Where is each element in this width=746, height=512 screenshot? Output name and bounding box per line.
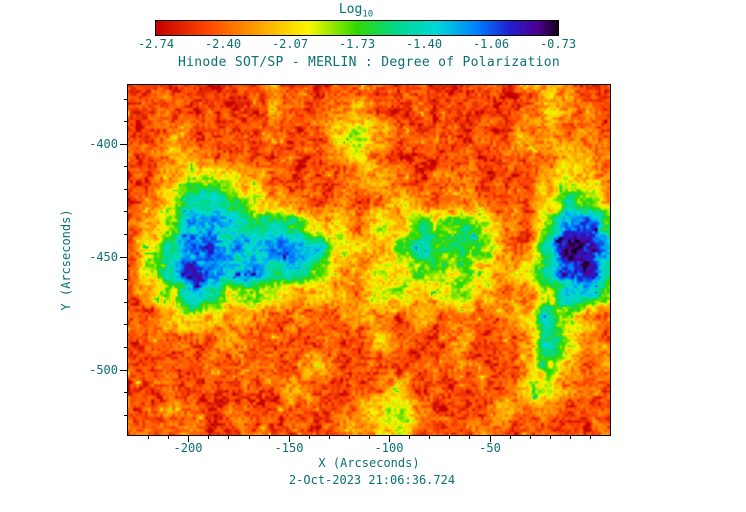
colorbar-tick-label: -2.07	[271, 37, 309, 51]
colorbar-title-main: Log	[338, 2, 363, 17]
y-axis-minor-tick	[124, 279, 127, 280]
y-axis-minor-tick	[124, 166, 127, 167]
y-axis-minor-tick	[124, 211, 127, 212]
y-axis-tick-label: -400	[89, 137, 118, 151]
y-axis-minor-tick	[124, 121, 127, 122]
y-axis-minor-tick	[124, 324, 127, 325]
x-axis-major-tick	[490, 436, 491, 442]
colorbar-tick-label: -2.40	[204, 37, 242, 51]
y-axis-minor-tick	[124, 302, 127, 303]
x-axis-minor-tick	[409, 436, 410, 439]
colorbar-tick-label: -1.73	[338, 37, 376, 51]
y-axis-tick-label: -500	[89, 363, 118, 377]
y-axis-major-tick	[120, 370, 127, 371]
y-axis-minor-tick	[124, 392, 127, 393]
heatmap-canvas	[128, 85, 610, 435]
y-axis-minor-tick	[124, 234, 127, 235]
x-axis-minor-tick	[269, 436, 270, 439]
x-axis-minor-tick	[510, 436, 511, 439]
x-axis-minor-tick	[228, 436, 229, 439]
colorbar-tick-label: -1.40	[405, 37, 443, 51]
x-axis-minor-tick	[309, 436, 310, 439]
x-axis-tick-label: -150	[274, 441, 304, 455]
y-axis-major-tick	[120, 257, 127, 258]
x-axis-minor-tick	[249, 436, 250, 439]
x-axis-minor-tick	[329, 436, 330, 439]
x-axis-minor-tick	[449, 436, 450, 439]
y-axis-tick-label: -450	[89, 250, 118, 264]
colorbar-title-sub: 10	[362, 9, 374, 20]
colorbar-tick-label: -0.73	[539, 37, 577, 51]
x-axis-minor-tick	[168, 436, 169, 439]
x-axis-major-tick	[188, 436, 189, 442]
x-axis-minor-tick	[208, 436, 209, 439]
x-axis-minor-tick	[349, 436, 350, 439]
x-axis-minor-tick	[590, 436, 591, 439]
chart-title: Hinode SOT/SP - MERLIN : Degree of Polar…	[178, 55, 560, 70]
x-axis-minor-tick	[429, 436, 430, 439]
colorbar-tick-label: -2.74	[137, 37, 175, 51]
x-axis-minor-tick	[469, 436, 470, 439]
x-axis-label: X (Arcseconds)	[318, 456, 420, 470]
colorbar-tick-label: -1.06	[472, 37, 510, 51]
y-axis-label: Y (Arcseconds)	[59, 209, 73, 311]
x-axis-minor-tick	[148, 436, 149, 439]
x-axis-major-tick	[289, 436, 290, 442]
x-axis-tick-label: -100	[374, 441, 404, 455]
y-axis-major-tick	[120, 144, 127, 145]
y-axis-minor-tick	[124, 415, 127, 416]
observation-timestamp: 2-Oct-2023 21:06:36.724	[288, 473, 456, 487]
colorbar-gradient	[155, 20, 559, 36]
y-axis-minor-tick	[124, 189, 127, 190]
x-axis-minor-tick	[570, 436, 571, 439]
y-axis-minor-tick	[124, 347, 127, 348]
x-axis-minor-tick	[550, 436, 551, 439]
y-axis-minor-tick	[124, 99, 127, 100]
colorbar-title: Log10	[339, 2, 373, 20]
x-axis-major-tick	[389, 436, 390, 442]
x-axis-minor-tick	[530, 436, 531, 439]
x-axis-tick-label: -200	[173, 441, 203, 455]
plot-area	[127, 84, 611, 436]
x-axis-minor-tick	[369, 436, 370, 439]
x-axis-tick-label: -50	[479, 441, 501, 455]
